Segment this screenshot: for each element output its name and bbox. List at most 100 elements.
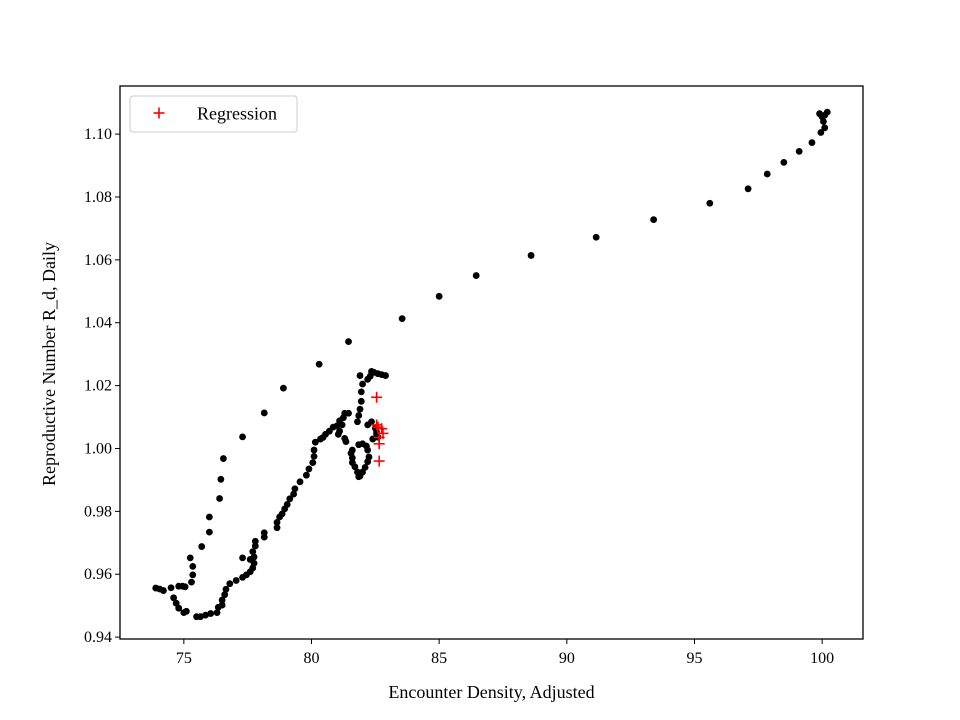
data-point: [172, 599, 180, 607]
data-point: [221, 591, 229, 599]
data-point: [216, 495, 223, 502]
data-point: [273, 524, 281, 532]
data-point: [220, 455, 227, 462]
plot-frame: [119, 85, 864, 640]
data-point: [232, 577, 240, 584]
data-point: [795, 147, 803, 155]
data-point: [355, 441, 363, 449]
legend-plus-marker: [153, 107, 165, 119]
data-point: [357, 397, 365, 405]
data-point: [706, 199, 714, 207]
data-point: [273, 518, 281, 526]
data-point: [435, 292, 443, 300]
data-point: [186, 554, 194, 562]
data-point: [217, 475, 225, 483]
data-point: [333, 422, 341, 430]
data-point: [472, 272, 480, 279]
y-tick-label: 1.10: [84, 126, 112, 143]
data-point: [354, 418, 361, 426]
data-point: [763, 170, 771, 178]
data-point: [359, 380, 366, 388]
data-point: [361, 463, 369, 471]
data-point: [260, 409, 268, 417]
data-point: [283, 501, 291, 508]
y-axis: 0.94 0.96 0.98 1.00 1.02 1.04 1.06 1.08 1.10: [84, 126, 120, 646]
legend-label-regression: Regression: [197, 104, 277, 124]
data-point: [205, 528, 213, 536]
data-point: [175, 604, 183, 612]
data-point: [207, 610, 215, 617]
y-tick-label: 1.04: [84, 315, 112, 332]
legend-marker-regression: [153, 107, 165, 119]
data-point: [348, 454, 356, 462]
data-point: [356, 372, 364, 379]
data-point: [365, 453, 373, 461]
data-point: [251, 542, 259, 550]
data-point: [820, 118, 827, 125]
data-point: [302, 471, 310, 479]
data-point: [780, 158, 788, 166]
data-point: [222, 585, 230, 593]
data-point: [821, 124, 829, 132]
data-point: [296, 478, 304, 486]
data-point: [345, 409, 352, 417]
y-tick-label: 0.98: [84, 503, 112, 520]
regression-point: [373, 455, 385, 467]
y-tick-label: 1.02: [84, 378, 112, 395]
x-tick-label: 75: [176, 650, 192, 667]
data-point: [280, 384, 287, 392]
data-point: [309, 459, 317, 467]
data-point: [170, 594, 178, 602]
data-point: [744, 185, 752, 193]
data-point: [357, 388, 365, 396]
data-point: [246, 556, 254, 563]
data-point: [251, 537, 259, 545]
data-point: [249, 548, 257, 556]
data-point: [315, 360, 323, 368]
data-point: [311, 438, 319, 446]
data-point: [310, 452, 318, 460]
data-point: [218, 601, 226, 609]
data-point: [175, 582, 183, 590]
y-axis-title: Reproductive Number R_d, Daily: [39, 242, 59, 486]
data-point: [592, 233, 600, 241]
data-point: [260, 529, 268, 537]
data-point: [188, 578, 195, 586]
data-point: [368, 418, 375, 426]
regression-point: [371, 391, 383, 403]
data-point: [189, 571, 197, 579]
data-point: [291, 485, 299, 493]
x-axis-title: Encounter Density, Adjusted: [388, 682, 594, 702]
data-point: [382, 372, 389, 379]
x-tick-label: 100: [810, 650, 834, 667]
data-point: [345, 338, 352, 345]
y-tick-label: 1.00: [84, 440, 112, 457]
plot-layer: [152, 108, 831, 621]
data-point: [152, 584, 160, 592]
data-point: [342, 438, 350, 445]
data-point: [213, 609, 221, 616]
data-point: [278, 510, 286, 518]
regression-point: [373, 438, 385, 450]
data-point: [364, 375, 372, 383]
x-tick-label: 85: [431, 650, 447, 667]
x-axis: 75 80 85 90 95 100: [176, 639, 834, 667]
data-point: [527, 252, 535, 259]
data-point: [189, 562, 197, 570]
x-tick-label: 95: [686, 650, 702, 667]
y-tick-label: 0.96: [84, 566, 112, 583]
data-point: [310, 446, 318, 454]
data-point: [239, 554, 246, 562]
x-tick-label: 90: [559, 650, 575, 667]
data-point: [817, 129, 825, 136]
y-tick-label: 1.06: [84, 252, 112, 269]
data-point: [356, 405, 364, 413]
data-point: [398, 315, 406, 323]
data-point: [197, 613, 204, 621]
data-point: [351, 463, 359, 471]
legend: Regression: [129, 95, 298, 133]
data-point: [218, 596, 226, 604]
data-point: [650, 216, 658, 224]
data-point: [355, 412, 363, 419]
